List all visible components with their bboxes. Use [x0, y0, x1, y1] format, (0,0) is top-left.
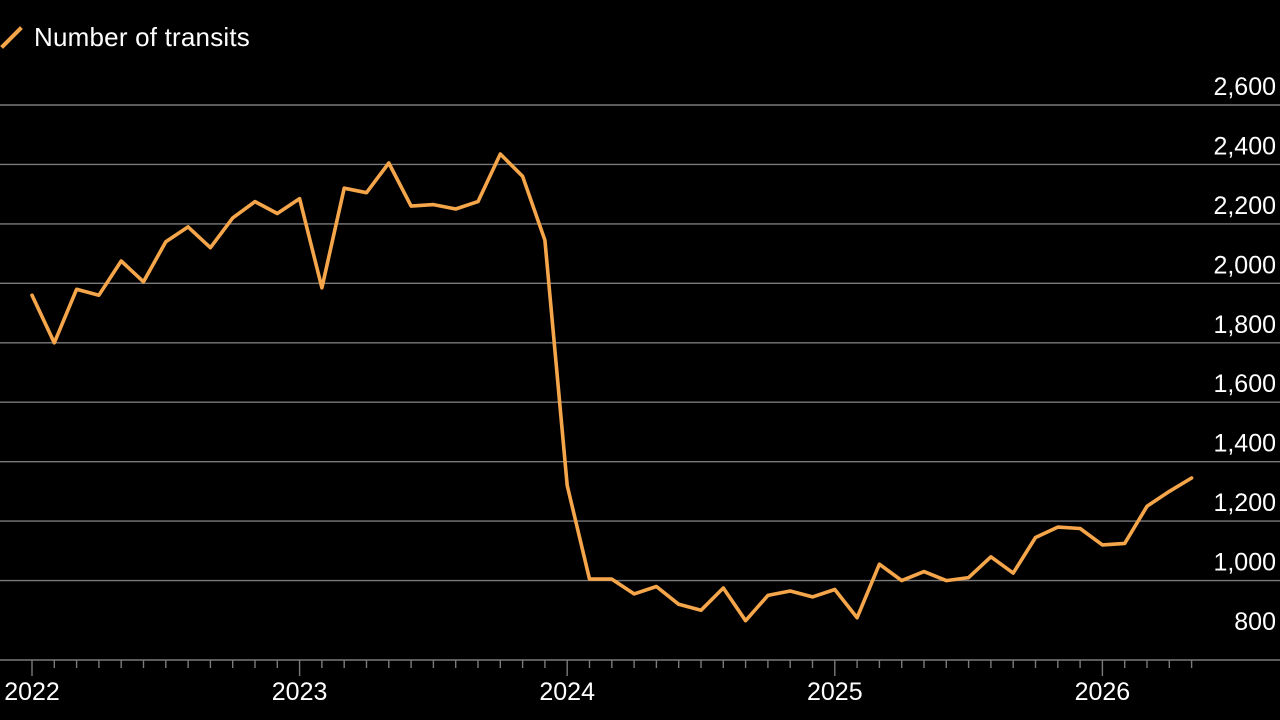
y-tick-label: 2,000 — [1213, 251, 1276, 279]
data-point — [1190, 476, 1194, 480]
data-point — [1123, 541, 1127, 545]
data-point — [744, 619, 748, 623]
data-point — [900, 579, 904, 583]
legend-swatch-icon — [0, 26, 23, 49]
data-point — [476, 200, 480, 204]
x-tick-label: 2026 — [1075, 678, 1131, 706]
x-tick-label: 2022 — [4, 678, 60, 706]
data-point — [610, 577, 614, 581]
y-tick-label: 1,400 — [1213, 430, 1276, 458]
data-point — [944, 579, 948, 583]
data-point — [654, 585, 658, 589]
grid-lines — [0, 104, 1280, 582]
data-point — [52, 341, 56, 345]
data-point — [766, 593, 770, 597]
data-point — [588, 577, 592, 581]
series-layer — [30, 152, 1194, 623]
legend: Number of transits — [0, 22, 250, 52]
data-point — [164, 240, 168, 244]
y-tick-label: 2,400 — [1213, 132, 1276, 160]
y-tick-label: 1,200 — [1213, 489, 1276, 517]
data-point — [253, 200, 257, 204]
data-point — [721, 586, 725, 590]
data-point — [231, 216, 235, 220]
y-axis: 800 1,000 1,200 1,400 1,600 1,800 2,000 2,200 2,… — [1213, 73, 1276, 636]
x-tick-label: 2024 — [539, 678, 595, 706]
data-point — [142, 280, 146, 284]
data-point — [1034, 536, 1038, 540]
data-point — [387, 161, 391, 165]
data-point — [1011, 571, 1015, 575]
data-point — [30, 293, 34, 297]
legend-label: Number of transits — [34, 21, 251, 52]
y-tick-label: 1,800 — [1213, 311, 1276, 339]
data-point — [855, 616, 859, 620]
data-point — [1078, 527, 1082, 531]
series-line-number-of-transits — [30, 152, 1194, 623]
data-point — [498, 152, 502, 156]
data-point — [186, 225, 190, 229]
data-point — [811, 595, 815, 599]
y-tick-label: 2,200 — [1213, 192, 1276, 220]
y-tick-label: 2,600 — [1213, 73, 1276, 101]
y-tick-label: 800 — [1234, 608, 1276, 636]
data-point — [365, 191, 369, 195]
data-point — [989, 555, 993, 559]
data-point — [677, 602, 681, 606]
data-point — [75, 287, 79, 291]
data-point — [208, 246, 212, 250]
data-point — [320, 286, 324, 290]
data-point — [409, 204, 413, 208]
y-tick-label: 1,000 — [1213, 549, 1276, 577]
data-point — [543, 238, 547, 242]
x-axis: 2022 2023 2024 2025 2026 — [0, 659, 1280, 706]
data-point — [298, 197, 302, 201]
data-point — [1145, 504, 1149, 508]
data-point — [788, 589, 792, 593]
y-tick-label: 1,600 — [1213, 370, 1276, 398]
data-point — [922, 570, 926, 574]
data-point — [431, 203, 435, 207]
x-tick-label: 2023 — [272, 678, 328, 706]
data-point — [1056, 525, 1060, 529]
x-tick-label: 2025 — [807, 678, 863, 706]
data-point — [1167, 489, 1171, 493]
data-point — [119, 259, 123, 263]
data-point — [521, 174, 525, 178]
data-point — [342, 186, 346, 190]
data-point — [565, 483, 569, 487]
data-point — [833, 588, 837, 592]
data-point — [1100, 543, 1104, 547]
data-point — [632, 592, 636, 596]
data-point — [967, 576, 971, 580]
data-point — [877, 562, 881, 566]
data-point — [699, 608, 703, 612]
data-point — [454, 207, 458, 211]
data-point — [275, 212, 279, 216]
data-point — [97, 293, 101, 297]
